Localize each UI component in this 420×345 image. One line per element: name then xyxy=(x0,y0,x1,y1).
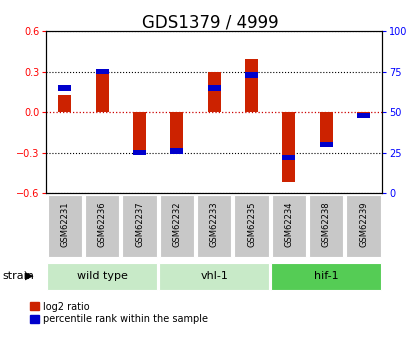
Bar xyxy=(282,155,295,160)
Text: vhl-1: vhl-1 xyxy=(200,271,228,281)
Legend: log2 ratio, percentile rank within the sample: log2 ratio, percentile rank within the s… xyxy=(30,302,208,324)
Bar xyxy=(357,113,370,118)
Bar xyxy=(133,112,146,155)
Text: GDS1379 / 4999: GDS1379 / 4999 xyxy=(142,13,278,31)
Bar xyxy=(122,195,157,257)
Bar xyxy=(133,150,146,155)
Bar xyxy=(271,263,381,290)
Bar xyxy=(171,148,184,154)
Text: GSM62237: GSM62237 xyxy=(135,202,144,247)
Bar xyxy=(282,112,295,183)
Text: GSM62232: GSM62232 xyxy=(172,202,181,247)
Bar xyxy=(159,263,269,290)
Bar xyxy=(357,112,370,116)
Text: GSM62238: GSM62238 xyxy=(322,202,331,247)
Text: GSM62236: GSM62236 xyxy=(98,202,107,247)
Text: GSM62234: GSM62234 xyxy=(284,202,293,247)
Text: GSM62231: GSM62231 xyxy=(60,202,69,247)
Text: ▶: ▶ xyxy=(25,271,34,281)
Text: hif-1: hif-1 xyxy=(314,271,339,281)
Text: GSM62235: GSM62235 xyxy=(247,202,256,247)
Text: strain: strain xyxy=(2,271,34,281)
Text: GSM62233: GSM62233 xyxy=(210,202,219,247)
Bar xyxy=(245,72,258,78)
Bar xyxy=(48,195,82,257)
Bar xyxy=(85,195,119,257)
Bar xyxy=(160,195,194,257)
Bar xyxy=(58,85,71,90)
Bar xyxy=(234,195,269,257)
Bar xyxy=(272,195,306,257)
Bar xyxy=(320,112,333,145)
Bar xyxy=(47,263,157,290)
Bar xyxy=(346,195,381,257)
Bar xyxy=(197,195,231,257)
Bar xyxy=(320,142,333,147)
Bar xyxy=(58,95,71,112)
Bar xyxy=(309,195,344,257)
Bar xyxy=(96,70,109,112)
Bar xyxy=(171,112,184,149)
Text: wild type: wild type xyxy=(77,271,128,281)
Bar xyxy=(245,59,258,112)
Bar xyxy=(96,69,109,74)
Bar xyxy=(207,72,221,112)
Bar xyxy=(207,85,221,90)
Text: GSM62239: GSM62239 xyxy=(359,202,368,247)
